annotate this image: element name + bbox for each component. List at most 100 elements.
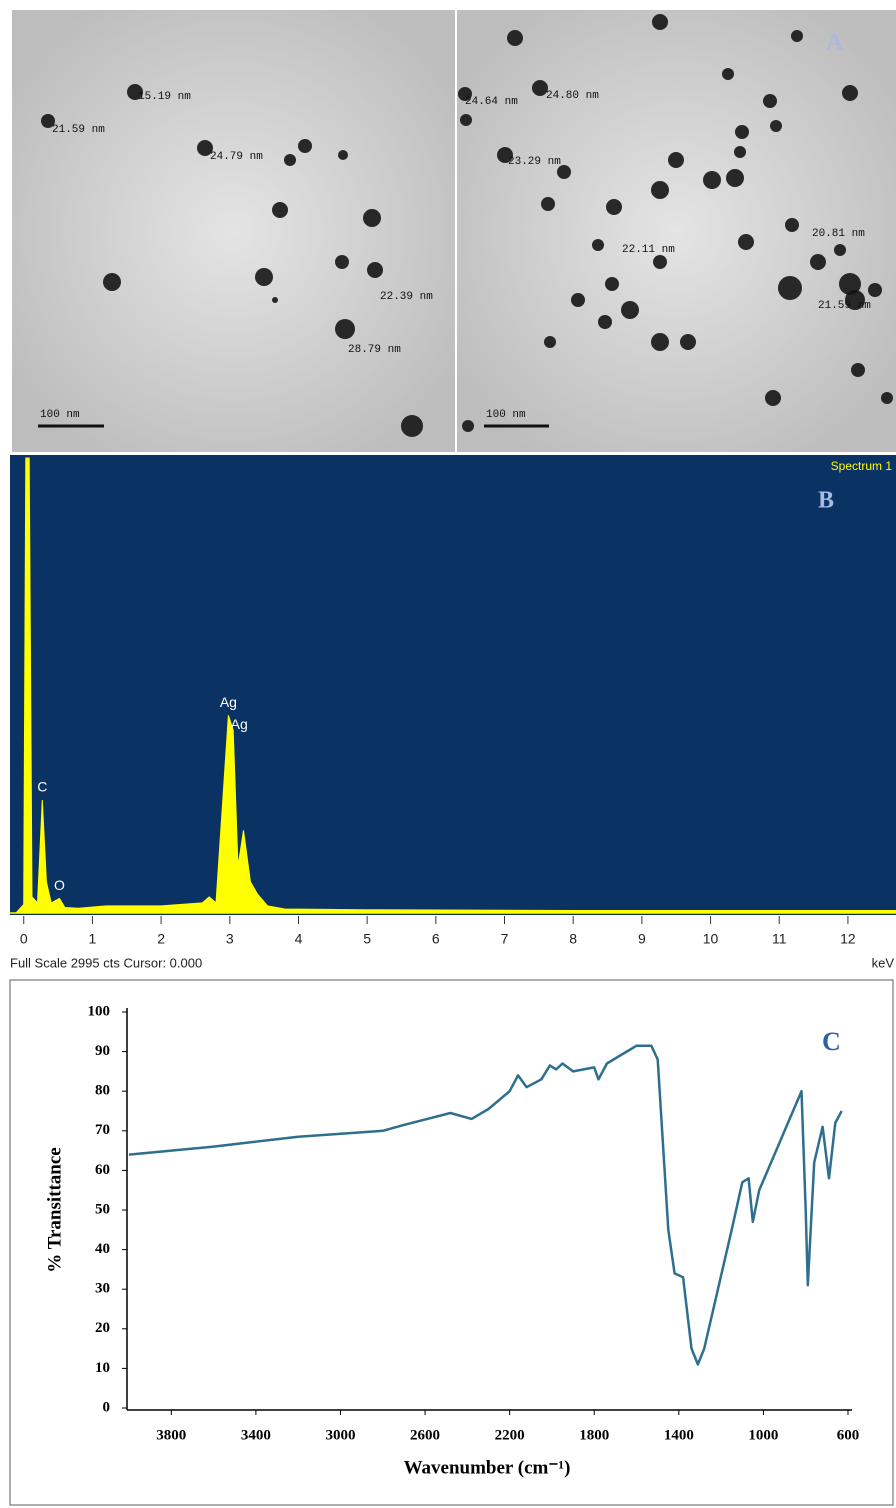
particle <box>605 277 619 291</box>
y-tick-label: 80 <box>95 1083 110 1099</box>
particle <box>703 171 721 189</box>
size-label: 21.59 nm <box>52 124 105 136</box>
tem-image-left <box>12 10 455 452</box>
particle <box>401 415 423 437</box>
x-tick-label: 600 <box>837 1427 860 1443</box>
peak-label: C <box>37 779 47 795</box>
particle <box>298 139 312 153</box>
particle <box>881 392 893 404</box>
x-tick-label: 7 <box>501 931 509 947</box>
x-tick-label: 6 <box>432 931 440 947</box>
y-tick-label: 40 <box>95 1241 110 1257</box>
size-label: 23.29 nm <box>508 156 561 168</box>
particle <box>653 255 667 269</box>
particle <box>785 218 799 232</box>
x-tick-label: 1400 <box>664 1427 694 1443</box>
x-tick-label: 5 <box>363 931 371 947</box>
panel-c-frame <box>10 980 893 1505</box>
footer: Full Scale 2995 cts Cursor: 0.000 <box>10 955 202 970</box>
particle <box>651 333 669 351</box>
particle <box>272 202 288 218</box>
peak-label: Ag <box>231 716 248 732</box>
x-tick-label: 2 <box>157 931 165 947</box>
particle <box>367 262 383 278</box>
panel-label: B <box>818 488 834 514</box>
peak-label: Ag <box>220 694 237 710</box>
particle <box>810 254 826 270</box>
particle <box>255 268 273 286</box>
particle <box>770 120 782 132</box>
scale-bar-label: 100 nm <box>40 409 80 421</box>
particle <box>462 420 474 432</box>
x-tick-label: 3 <box>226 931 234 947</box>
particle <box>765 390 781 406</box>
particle <box>791 30 803 42</box>
y-tick-label: 100 <box>88 1003 111 1019</box>
x-unit: keV <box>872 955 895 970</box>
size-label: 15.19 nm <box>138 91 191 103</box>
particle <box>460 114 472 126</box>
peak-label: O <box>54 877 65 893</box>
particle <box>680 334 696 350</box>
y-tick-label: 20 <box>95 1320 110 1336</box>
x-tick-label: 8 <box>569 931 577 947</box>
x-tick-label: 4 <box>295 931 303 947</box>
size-label: 22.39 nm <box>380 291 433 303</box>
panel-label: A <box>826 30 844 56</box>
particle <box>851 363 865 377</box>
particle <box>507 30 523 46</box>
particle <box>722 68 734 80</box>
panel-a: 15.19 nm 21.59 nm 24.79 nm 22.39 nm 28.7… <box>12 10 896 452</box>
x-tick-label: 1800 <box>579 1427 609 1443</box>
particle <box>544 336 556 348</box>
particle <box>668 152 684 168</box>
particle <box>735 125 749 139</box>
x-tick-label: 12 <box>840 931 856 947</box>
particle <box>868 283 882 297</box>
size-label: 24.64 nm <box>465 96 518 108</box>
particle <box>621 301 639 319</box>
particle <box>738 234 754 250</box>
page: {"panel_a": {"label": "A", "left_labels"… <box>0 0 896 1508</box>
x-tick-label: 1 <box>89 931 97 947</box>
y-tick-label: 50 <box>95 1201 110 1217</box>
particle <box>652 14 668 30</box>
particle <box>778 276 802 300</box>
particle <box>338 150 348 160</box>
x-tick-label: 10 <box>703 931 719 947</box>
size-label: 20.81 nm <box>812 228 865 240</box>
x-axis-label: Wavenumber (cm⁻¹) <box>404 1457 571 1478</box>
particle <box>842 85 858 101</box>
particle <box>834 244 846 256</box>
size-label: 24.79 nm <box>210 151 263 163</box>
particle <box>284 154 296 166</box>
size-label: 22.11 nm <box>622 244 675 256</box>
particle <box>541 197 555 211</box>
x-tick-label: 9 <box>638 931 646 947</box>
x-tick-label: 0 <box>20 931 28 947</box>
x-tick-label: 1000 <box>748 1427 778 1443</box>
size-label: 24.80 nm <box>546 90 599 102</box>
y-tick-label: 0 <box>103 1399 111 1415</box>
y-tick-label: 30 <box>95 1281 110 1297</box>
x-tick-label: 2200 <box>495 1427 525 1443</box>
x-tick-label: 11 <box>772 931 787 947</box>
y-tick-label: 10 <box>95 1360 110 1376</box>
y-tick-label: 90 <box>95 1043 110 1059</box>
scale-bar-label: 100 nm <box>486 409 526 421</box>
particle <box>335 319 355 339</box>
y-tick-label: 60 <box>95 1162 110 1178</box>
panel-label: C <box>822 1027 841 1056</box>
particle <box>571 293 585 307</box>
plot-background <box>10 455 896 915</box>
particle <box>598 315 612 329</box>
particle <box>606 199 622 215</box>
x-tick-label: 3400 <box>241 1427 271 1443</box>
particle <box>272 297 278 303</box>
particle <box>651 181 669 199</box>
particle <box>103 273 121 291</box>
size-label: 28.79 nm <box>348 344 401 356</box>
particle <box>335 255 349 269</box>
figure: 15.19 nm 21.59 nm 24.79 nm 22.39 nm 28.7… <box>0 0 896 1508</box>
particle <box>363 209 381 227</box>
